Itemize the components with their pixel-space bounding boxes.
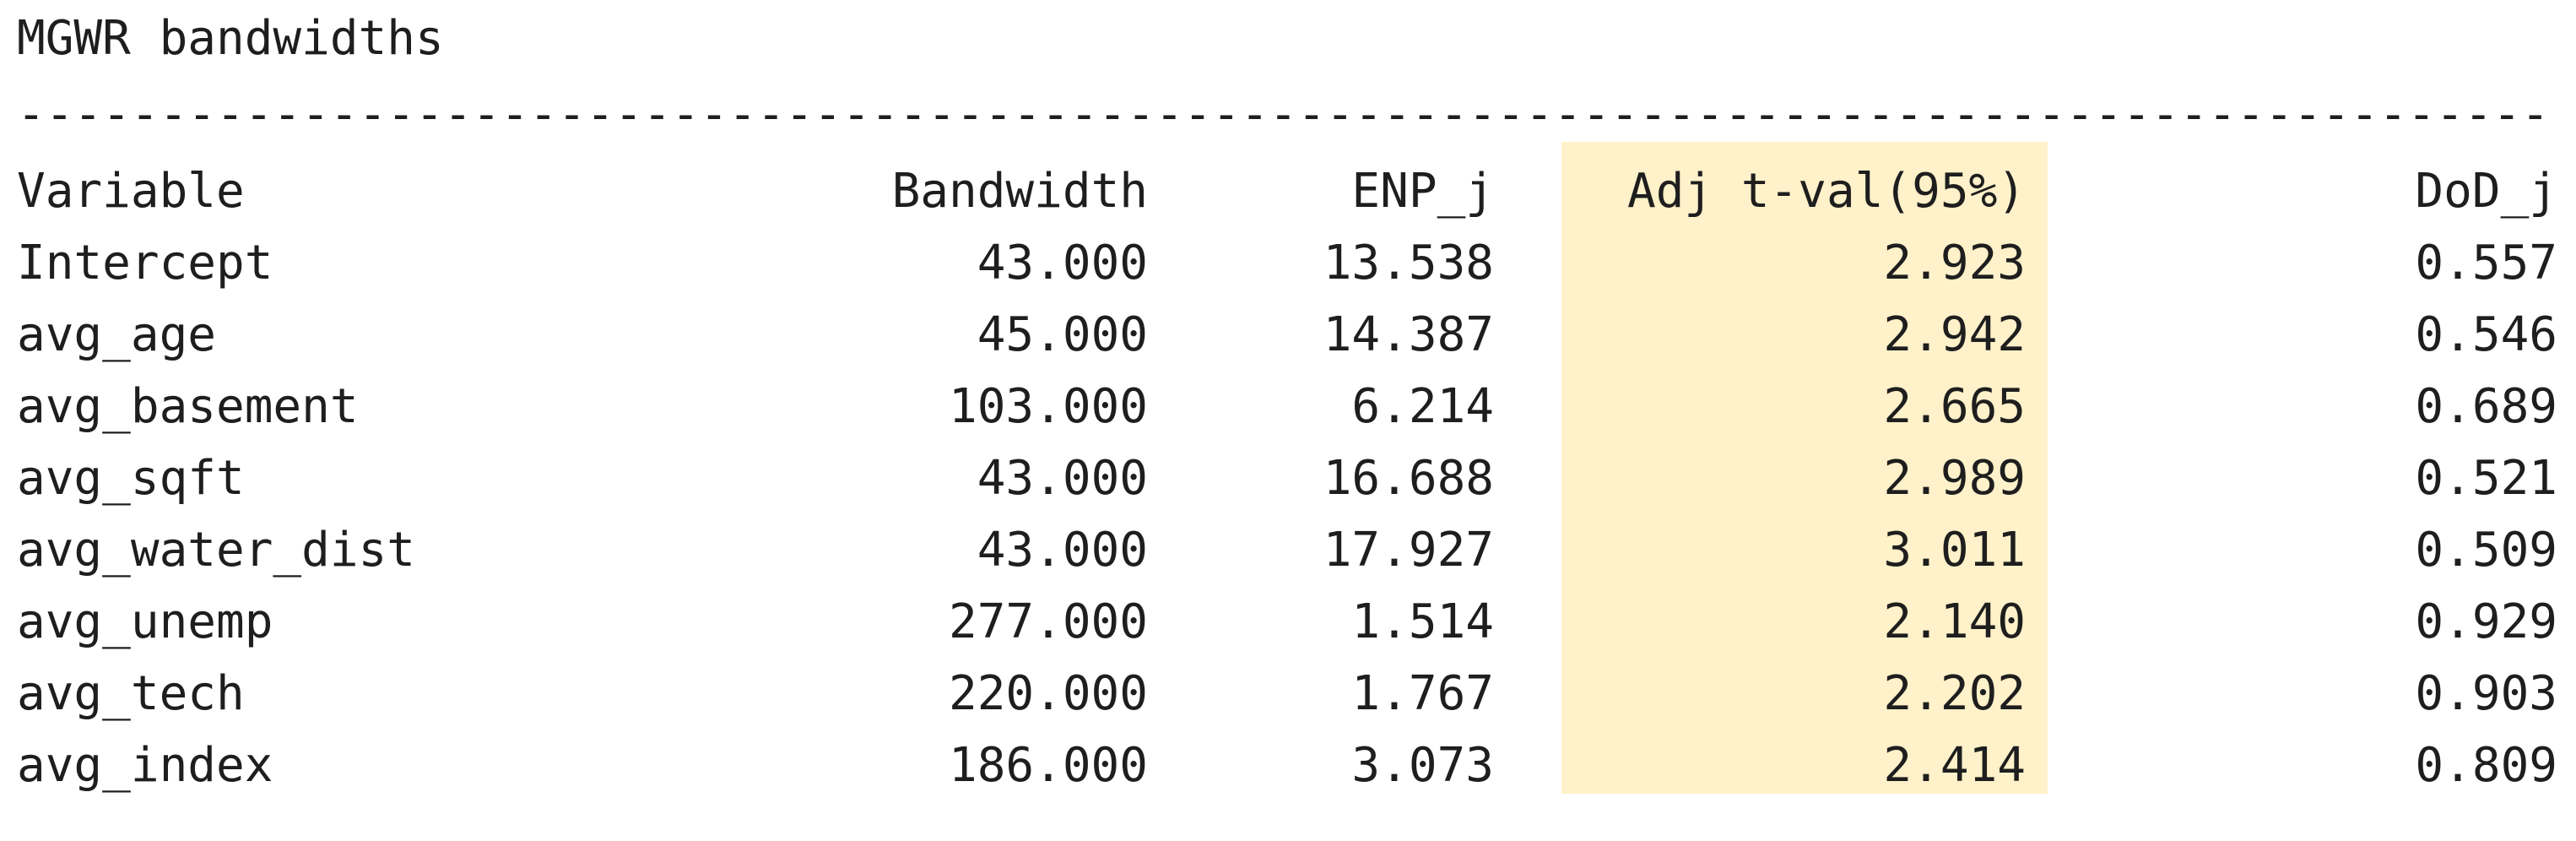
cell-adj-tval: 2.923: [1883, 236, 2026, 290]
cell-bandwidth: 186.000: [948, 738, 1148, 793]
header-adj-tval: Adj t-val(95%): [1626, 164, 2026, 219]
cell-variable: avg_sqft: [17, 451, 245, 506]
cell-variable: avg_basement: [17, 379, 359, 434]
header-bandwidth: Bandwidth: [891, 164, 1148, 219]
cell-variable: Intercept: [17, 236, 273, 290]
cell-enp: 17.927: [1323, 523, 1494, 578]
cell-dod: 0.521: [2415, 451, 2557, 506]
cell-dod: 0.689: [2415, 379, 2557, 434]
cell-adj-tval: 2.202: [1883, 666, 2026, 721]
cell-enp: 1.514: [1351, 594, 1494, 649]
cell-bandwidth: 43.000: [977, 236, 1148, 290]
bandwidth-table: Variable Bandwidth ENP_j Adj t-val(95%) …: [17, 155, 2557, 801]
cell-variable: avg_index: [17, 738, 273, 793]
table-row: avg_index 186.000 3.073 2.414 0.809: [17, 730, 2557, 801]
cell-variable: avg_age: [17, 307, 217, 362]
header-variable: Variable: [17, 164, 245, 219]
cell-enp: 6.214: [1351, 379, 1494, 434]
cell-enp: 16.688: [1323, 451, 1494, 506]
adj-tval-column-highlight: [1561, 142, 2048, 794]
table-row: Intercept 43.000 13.538 2.923 0.557: [17, 227, 2557, 299]
cell-bandwidth: 43.000: [977, 523, 1148, 578]
cell-variable: avg_tech: [17, 666, 245, 721]
cell-variable: avg_water_dist: [17, 523, 416, 578]
cell-dod: 0.903: [2415, 666, 2557, 721]
cell-dod: 0.809: [2415, 738, 2557, 793]
cell-enp: 3.073: [1351, 738, 1494, 793]
cell-bandwidth: 43.000: [977, 451, 1148, 506]
cell-adj-tval: 2.665: [1883, 379, 2026, 434]
cell-enp: 13.538: [1323, 236, 1494, 290]
cell-bandwidth: 277.000: [948, 594, 1148, 649]
cell-adj-tval: 2.140: [1883, 594, 2026, 649]
cell-bandwidth: 220.000: [948, 666, 1148, 721]
table-row: avg_tech 220.000 1.767 2.202 0.903: [17, 658, 2557, 730]
header-enp: ENP_j: [1351, 164, 1494, 219]
header-dod: DoD_j: [2415, 164, 2557, 219]
cell-adj-tval: 2.942: [1883, 307, 2026, 362]
cell-dod: 0.546: [2415, 307, 2557, 362]
cell-enp: 1.767: [1351, 666, 1494, 721]
cell-enp: 14.387: [1323, 307, 1494, 362]
cell-adj-tval: 2.989: [1883, 451, 2026, 506]
cell-dod: 0.929: [2415, 594, 2557, 649]
table-header-row: Variable Bandwidth ENP_j Adj t-val(95%) …: [17, 155, 2557, 227]
output-title: MGWR bandwidths: [17, 11, 444, 66]
cell-dod: 0.557: [2415, 236, 2557, 290]
table-row: avg_unemp 277.000 1.514 2.140 0.929: [17, 586, 2557, 658]
cell-adj-tval: 3.011: [1883, 523, 2026, 578]
table-row: avg_sqft 43.000 16.688 2.989 0.521: [17, 442, 2557, 514]
table-row: avg_water_dist 43.000 17.927 3.011 0.509: [17, 514, 2557, 586]
cell-bandwidth: 45.000: [977, 307, 1148, 362]
table-row: avg_age 45.000 14.387 2.942 0.546: [17, 299, 2557, 371]
cell-bandwidth: 103.000: [948, 379, 1148, 434]
cell-adj-tval: 2.414: [1883, 738, 2026, 793]
cell-variable: avg_unemp: [17, 594, 273, 649]
table-row: avg_basement 103.000 6.214 2.665 0.689: [17, 371, 2557, 442]
separator-line: ----------------------------------------…: [17, 88, 2549, 142]
cell-dod: 0.509: [2415, 523, 2557, 578]
